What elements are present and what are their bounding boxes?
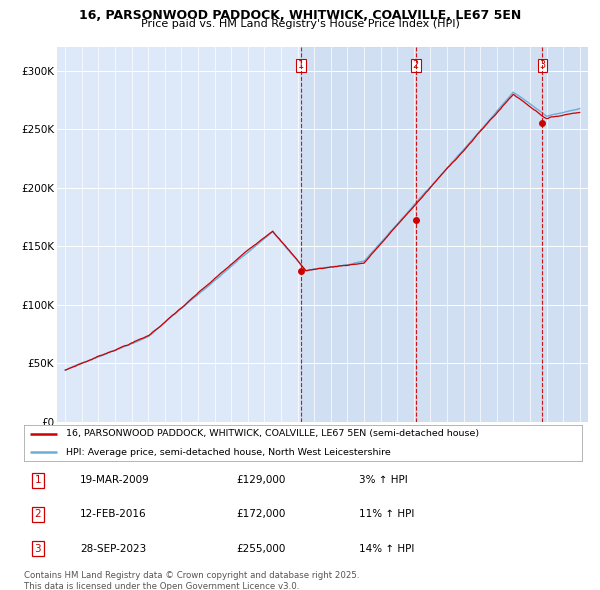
Bar bbox=[542, 47, 588, 422]
Text: 3% ↑ HPI: 3% ↑ HPI bbox=[359, 476, 407, 485]
Text: 16, PARSONWOOD PADDOCK, WHITWICK, COALVILLE, LE67 5EN (semi-detached house): 16, PARSONWOOD PADDOCK, WHITWICK, COALVI… bbox=[66, 430, 479, 438]
Text: Contains HM Land Registry data © Crown copyright and database right 2025.
This d: Contains HM Land Registry data © Crown c… bbox=[24, 571, 359, 590]
Text: 1: 1 bbox=[35, 476, 41, 485]
Text: 11% ↑ HPI: 11% ↑ HPI bbox=[359, 510, 414, 519]
Text: £129,000: £129,000 bbox=[236, 476, 286, 485]
Text: HPI: Average price, semi-detached house, North West Leicestershire: HPI: Average price, semi-detached house,… bbox=[66, 448, 391, 457]
Text: 2: 2 bbox=[35, 510, 41, 519]
Text: Price paid vs. HM Land Registry's House Price Index (HPI): Price paid vs. HM Land Registry's House … bbox=[140, 19, 460, 30]
Text: 12-FEB-2016: 12-FEB-2016 bbox=[80, 510, 146, 519]
Text: 14% ↑ HPI: 14% ↑ HPI bbox=[359, 544, 414, 553]
Text: 16, PARSONWOOD PADDOCK, WHITWICK, COALVILLE, LE67 5EN: 16, PARSONWOOD PADDOCK, WHITWICK, COALVI… bbox=[79, 9, 521, 22]
Text: £172,000: £172,000 bbox=[236, 510, 286, 519]
Text: 3: 3 bbox=[539, 60, 545, 70]
Text: 1: 1 bbox=[298, 60, 304, 70]
Text: 28-SEP-2023: 28-SEP-2023 bbox=[80, 544, 146, 553]
Text: £255,000: £255,000 bbox=[236, 544, 286, 553]
Bar bbox=[301, 47, 416, 422]
Text: 19-MAR-2009: 19-MAR-2009 bbox=[80, 476, 149, 485]
Text: 3: 3 bbox=[35, 544, 41, 553]
Text: 2: 2 bbox=[413, 60, 419, 70]
Bar bbox=[416, 47, 542, 422]
